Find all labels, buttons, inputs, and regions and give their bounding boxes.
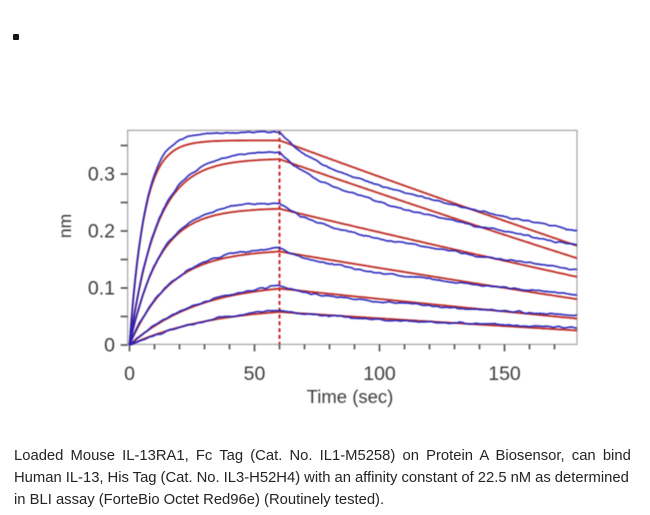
svg-text:150: 150 (488, 363, 521, 385)
svg-text:0: 0 (124, 363, 135, 385)
svg-text:0.1: 0.1 (88, 278, 115, 300)
svg-text:50: 50 (244, 363, 266, 385)
svg-text:Time (sec): Time (sec) (307, 386, 394, 407)
svg-text:100: 100 (363, 363, 396, 385)
svg-text:0: 0 (104, 335, 115, 357)
svg-text:0.2: 0.2 (88, 221, 115, 243)
svg-text:0.3: 0.3 (88, 164, 115, 186)
svg-text:nm: nm (55, 214, 75, 238)
